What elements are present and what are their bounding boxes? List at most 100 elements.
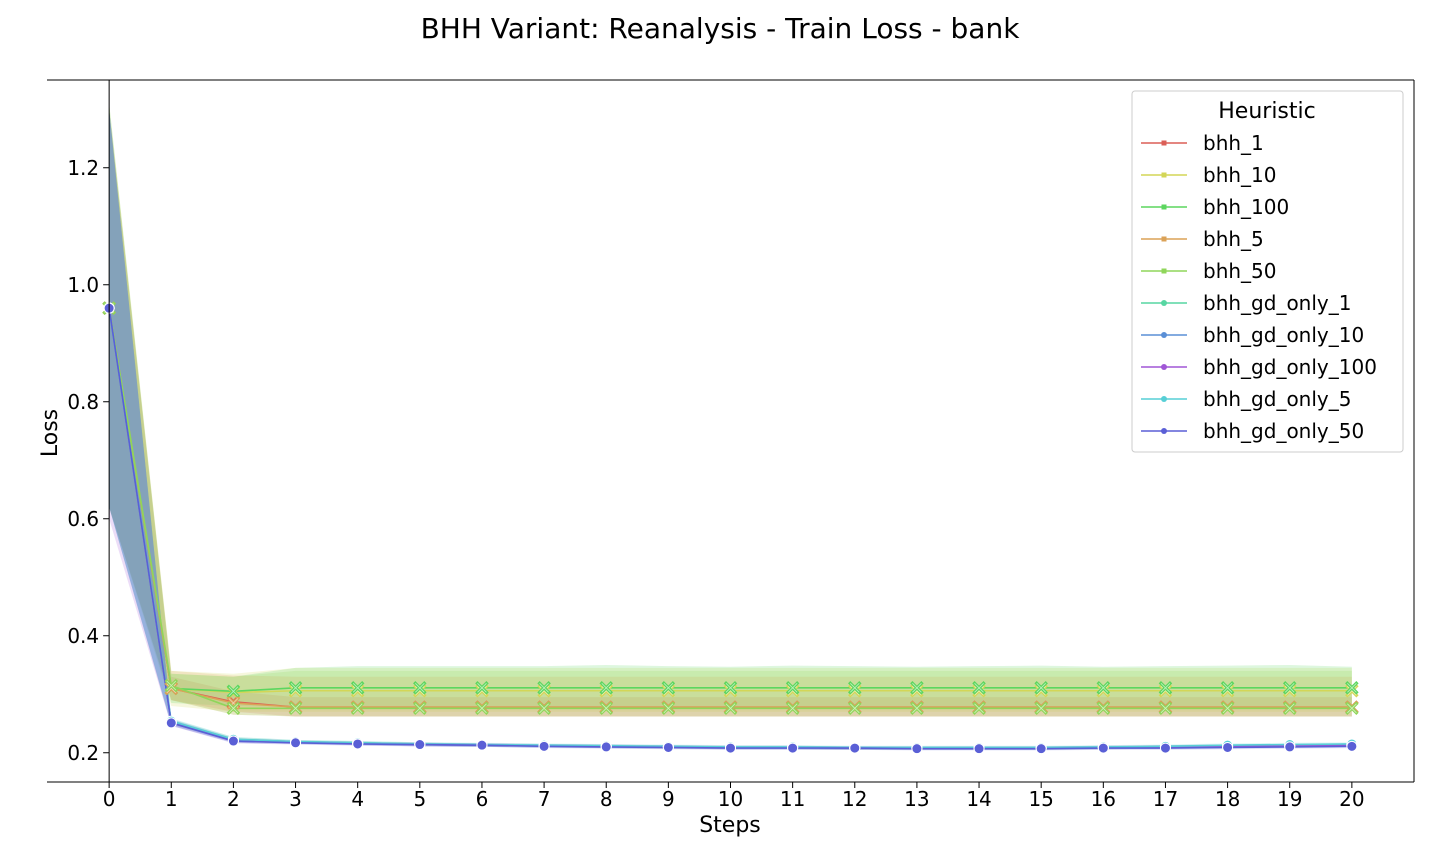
data-point-outline-bhh_10 [1284, 685, 1295, 696]
data-point-bhh_gd_only_50 [600, 741, 612, 753]
data-point-bhh_gd_only_50 [787, 742, 799, 754]
y-axis-title: Loss [38, 409, 63, 457]
data-point-outline-bhh_10 [352, 685, 363, 696]
data-point-outline-bhh_50 [1347, 703, 1357, 714]
data-point-outline-bhh_10 [725, 685, 736, 696]
data-point-bhh_gd_only_50 [973, 743, 985, 755]
legend-label: bhh_1 [1203, 131, 1264, 155]
legend-item-bhh_10: bhh_10 [1141, 163, 1277, 187]
data-point-outline-bhh_10 [1222, 685, 1233, 696]
data-point-bhh_gd_only_50 [165, 717, 177, 729]
x-tick-label: 12 [842, 787, 867, 811]
data-point-outline-bhh_10 [1098, 685, 1109, 696]
data-point-bhh_gd_only_50 [1035, 743, 1047, 755]
legend-item-bhh_1: bhh_1 [1141, 131, 1264, 155]
data-point-outline-bhh_10 [912, 685, 922, 696]
data-point-bhh_gd_only_50 [911, 743, 923, 755]
x-tick-label: 10 [718, 787, 743, 811]
data-point-bhh_gd_only_50 [725, 742, 736, 754]
data-point-outline-bhh_10 [415, 685, 425, 696]
legend-swatch-marker [1161, 140, 1167, 146]
legend-swatch-marker [1161, 332, 1167, 338]
data-point-outline-bhh_10 [601, 685, 612, 696]
chart-title: BHH Variant: Reanalysis - Train Loss - b… [421, 12, 1021, 45]
legend-item-bhh_gd_only_10: bhh_gd_only_10 [1141, 323, 1364, 347]
data-point-outline-bhh_100 [912, 683, 922, 693]
legend-swatch-marker [1161, 396, 1167, 402]
data-point-bhh_gd_only_50 [1284, 741, 1296, 753]
x-tick-label: 13 [904, 787, 929, 811]
legend-label: bhh_50 [1203, 259, 1277, 283]
data-point-outline-bhh_100 [1036, 683, 1046, 693]
data-point-bhh_gd_only_50 [352, 738, 364, 750]
x-tick-label: 5 [413, 787, 426, 811]
data-point-outline-bhh_50 [1098, 703, 1109, 714]
data-point-outline-bhh_100 [290, 683, 301, 693]
data-point-outline-bhh_100 [1160, 683, 1171, 693]
series-markers [102, 301, 1359, 755]
data-point-bhh_gd_only_50 [476, 739, 488, 751]
y-tick-label: 0.8 [67, 390, 99, 414]
x-tick-label: 0 [103, 787, 116, 811]
x-axis-ticks: 0 1 2 3 4 5 6 7 8 9 10 11 12 13 14 15 16 17 18 19 20 [103, 782, 1365, 811]
x-tick-label: 20 [1339, 787, 1364, 811]
x-tick-label: 9 [662, 787, 675, 811]
data-point-outline-bhh_10 [974, 685, 984, 696]
legend-title: Heuristic [1218, 99, 1315, 124]
x-tick-label: 1 [165, 787, 178, 811]
legend-item-bhh_50: bhh_50 [1141, 259, 1277, 283]
data-point-outline-bhh_50 [601, 703, 612, 714]
x-tick-label: 4 [351, 787, 364, 811]
y-tick-label: 0.4 [67, 624, 99, 648]
legend-swatch-marker [1161, 428, 1167, 434]
data-point-outline-bhh_50 [290, 703, 301, 714]
data-point-bhh_gd_only_50 [538, 740, 550, 752]
data-point-outline-bhh_100 [601, 683, 612, 693]
x-tick-label: 15 [1028, 787, 1053, 811]
y-tick-label: 1.0 [67, 273, 99, 297]
data-point-outline-bhh_100 [1284, 683, 1295, 693]
x-tick-label: 6 [476, 787, 489, 811]
x-tick-label: 3 [289, 787, 302, 811]
data-point-outline-bhh_50 [1222, 703, 1233, 714]
data-point-bhh_gd_only_50 [849, 742, 861, 754]
x-tick-label: 11 [780, 787, 805, 811]
x-tick-label: 2 [227, 787, 240, 811]
data-point-outline-bhh_50 [725, 703, 736, 714]
data-point-bhh_gd_only_50 [1222, 741, 1234, 753]
data-point-outline-bhh_100 [1347, 683, 1357, 693]
legend-label: bhh_gd_only_100 [1203, 355, 1377, 379]
data-point-outline-bhh_10 [1347, 685, 1357, 696]
legend-item-bhh_gd_only_100: bhh_gd_only_100 [1141, 355, 1377, 379]
legend-swatch-marker [1161, 204, 1167, 210]
x-tick-label: 17 [1153, 787, 1178, 811]
data-point-outline-bhh_10 [1160, 685, 1171, 696]
data-point-bhh_gd_only_50 [1097, 742, 1109, 754]
x-tick-label: 7 [538, 787, 551, 811]
data-point-outline-bhh_100 [974, 683, 984, 693]
legend-label: bhh_10 [1203, 163, 1277, 187]
data-point-outline-bhh_100 [415, 683, 425, 693]
data-point-outline-bhh_50 [352, 703, 363, 714]
data-point-outline-bhh_50 [1036, 703, 1046, 714]
data-point-outline-bhh_10 [290, 685, 301, 696]
data-point-outline-bhh_10 [787, 685, 798, 696]
data-point-outline-bhh_100 [663, 683, 674, 693]
x-tick-label: 16 [1091, 787, 1116, 811]
data-point-bhh_gd_only_50 [227, 735, 239, 747]
data-point-outline-bhh_100 [849, 683, 860, 693]
data-point-outline-bhh_10 [477, 685, 487, 696]
y-tick-label: 1.2 [67, 156, 99, 180]
x-tick-label: 18 [1215, 787, 1240, 811]
data-point-outline-bhh_100 [725, 683, 736, 693]
data-point-outline-bhh_10 [1036, 685, 1046, 696]
data-point-outline-bhh_50 [166, 680, 177, 691]
data-point-outline-bhh_100 [539, 683, 549, 693]
legend-item-bhh_gd_only_1: bhh_gd_only_1 [1141, 291, 1351, 315]
legend-box [1131, 90, 1404, 453]
data-point-outline-bhh_50 [477, 703, 487, 714]
legend-label: bhh_5 [1203, 227, 1264, 251]
legend-label: bhh_gd_only_1 [1203, 291, 1351, 315]
legend-swatch-marker [1161, 268, 1167, 274]
